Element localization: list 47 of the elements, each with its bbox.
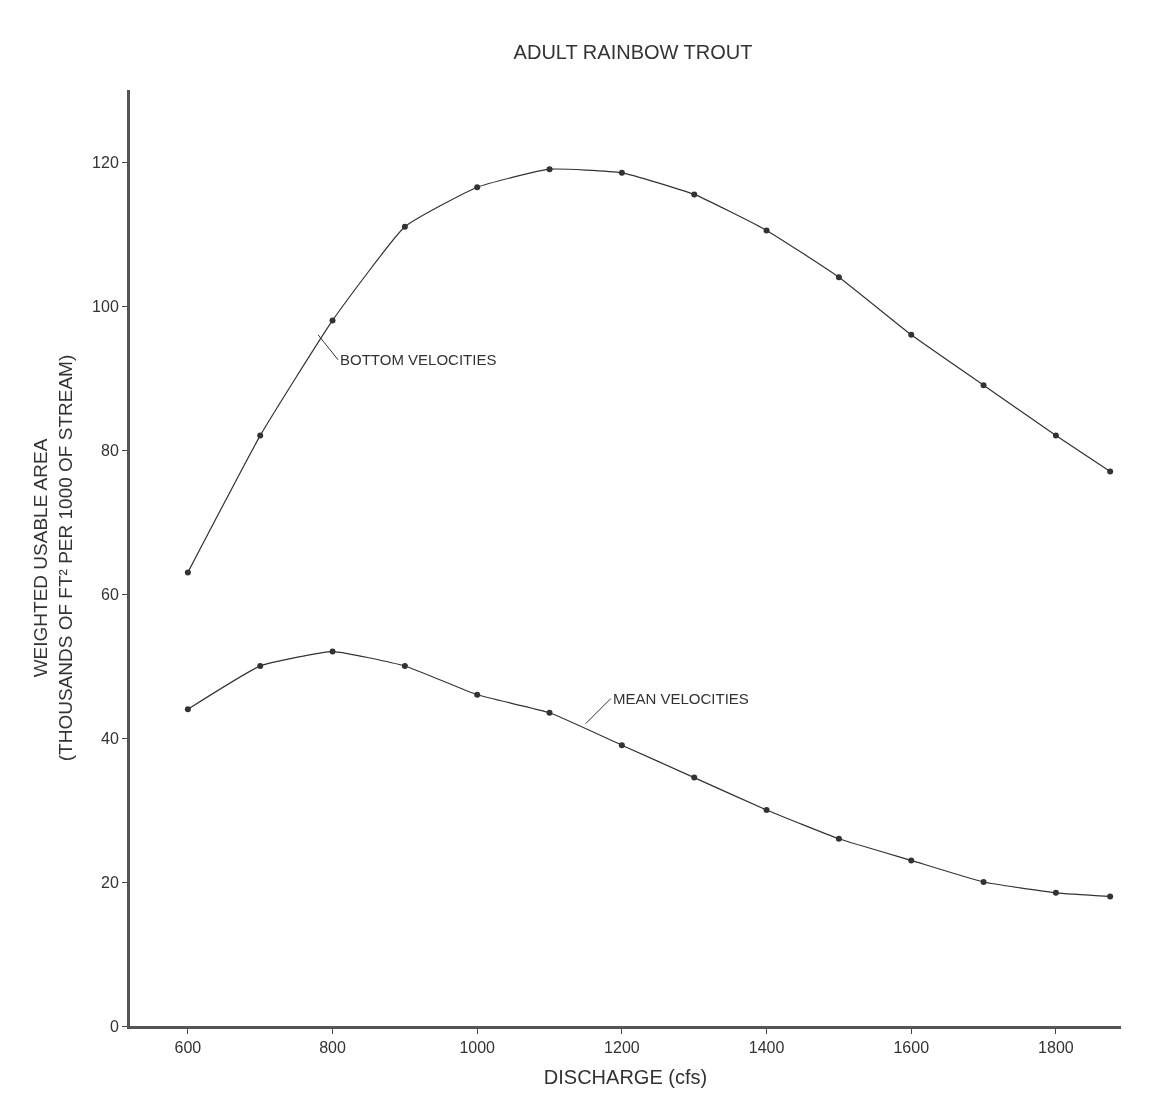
point	[908, 331, 915, 338]
y-tick-label: 20	[101, 873, 119, 891]
chart-title: ADULT RAINBOW TROUT	[513, 40, 753, 63]
y-axis-title: WEIGHTED USABLE AREA (THOUSANDS OF FT² PER 1000 OF STREAM)	[30, 354, 76, 762]
point	[329, 317, 336, 324]
point	[401, 223, 408, 230]
point	[980, 879, 987, 885]
y-tick-label: 120	[92, 153, 119, 171]
x-tick-label: 1400	[748, 1039, 785, 1057]
point	[691, 774, 698, 781]
point	[980, 382, 987, 389]
point	[1052, 889, 1059, 896]
point	[184, 706, 191, 713]
x-tick-label: 1800	[1038, 1039, 1074, 1057]
y-tick-label: 80	[101, 441, 119, 459]
point	[546, 166, 553, 173]
point	[1052, 432, 1059, 439]
point	[763, 227, 770, 234]
point	[401, 663, 408, 669]
point	[474, 691, 481, 698]
point	[691, 191, 698, 198]
point	[184, 569, 191, 576]
point	[618, 169, 625, 176]
point	[474, 184, 481, 191]
y-tick-label: 40	[101, 729, 119, 747]
y-tick-label: 100	[92, 297, 119, 315]
point	[835, 835, 842, 842]
x-axis-title: DISCHARGE (cfs)	[543, 1065, 708, 1088]
point	[835, 274, 842, 281]
annotation: MEAN VELOCITIES	[613, 690, 749, 707]
y-tick-label: 60	[101, 585, 119, 603]
point	[763, 807, 770, 813]
x-tick-label: 600	[174, 1039, 202, 1057]
y-tick-label: 0	[109, 1017, 119, 1035]
point	[908, 857, 915, 864]
point	[329, 648, 336, 655]
annotation: BOTTOM VELOCITIES	[340, 351, 497, 368]
point	[618, 742, 625, 749]
point	[1107, 893, 1114, 900]
x-tick-label: 1000	[459, 1039, 496, 1057]
x-tick-label: 800	[319, 1039, 346, 1057]
point	[257, 432, 264, 439]
point	[546, 709, 553, 716]
x-tick-label: 1200	[604, 1039, 640, 1057]
point	[257, 663, 264, 669]
point	[1107, 468, 1114, 475]
x-tick-label: 1600	[893, 1039, 930, 1057]
